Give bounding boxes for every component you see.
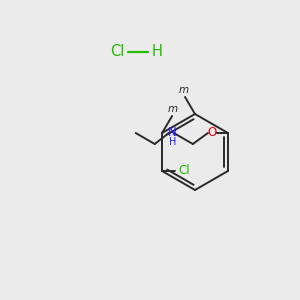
Text: N: N [167,127,176,140]
Text: m: m [168,104,178,114]
Text: Cl: Cl [110,44,124,59]
Text: H: H [152,44,162,59]
Text: m: m [179,85,189,95]
Text: O: O [207,127,217,140]
Text: Cl: Cl [178,164,190,178]
Text: H: H [169,137,176,147]
